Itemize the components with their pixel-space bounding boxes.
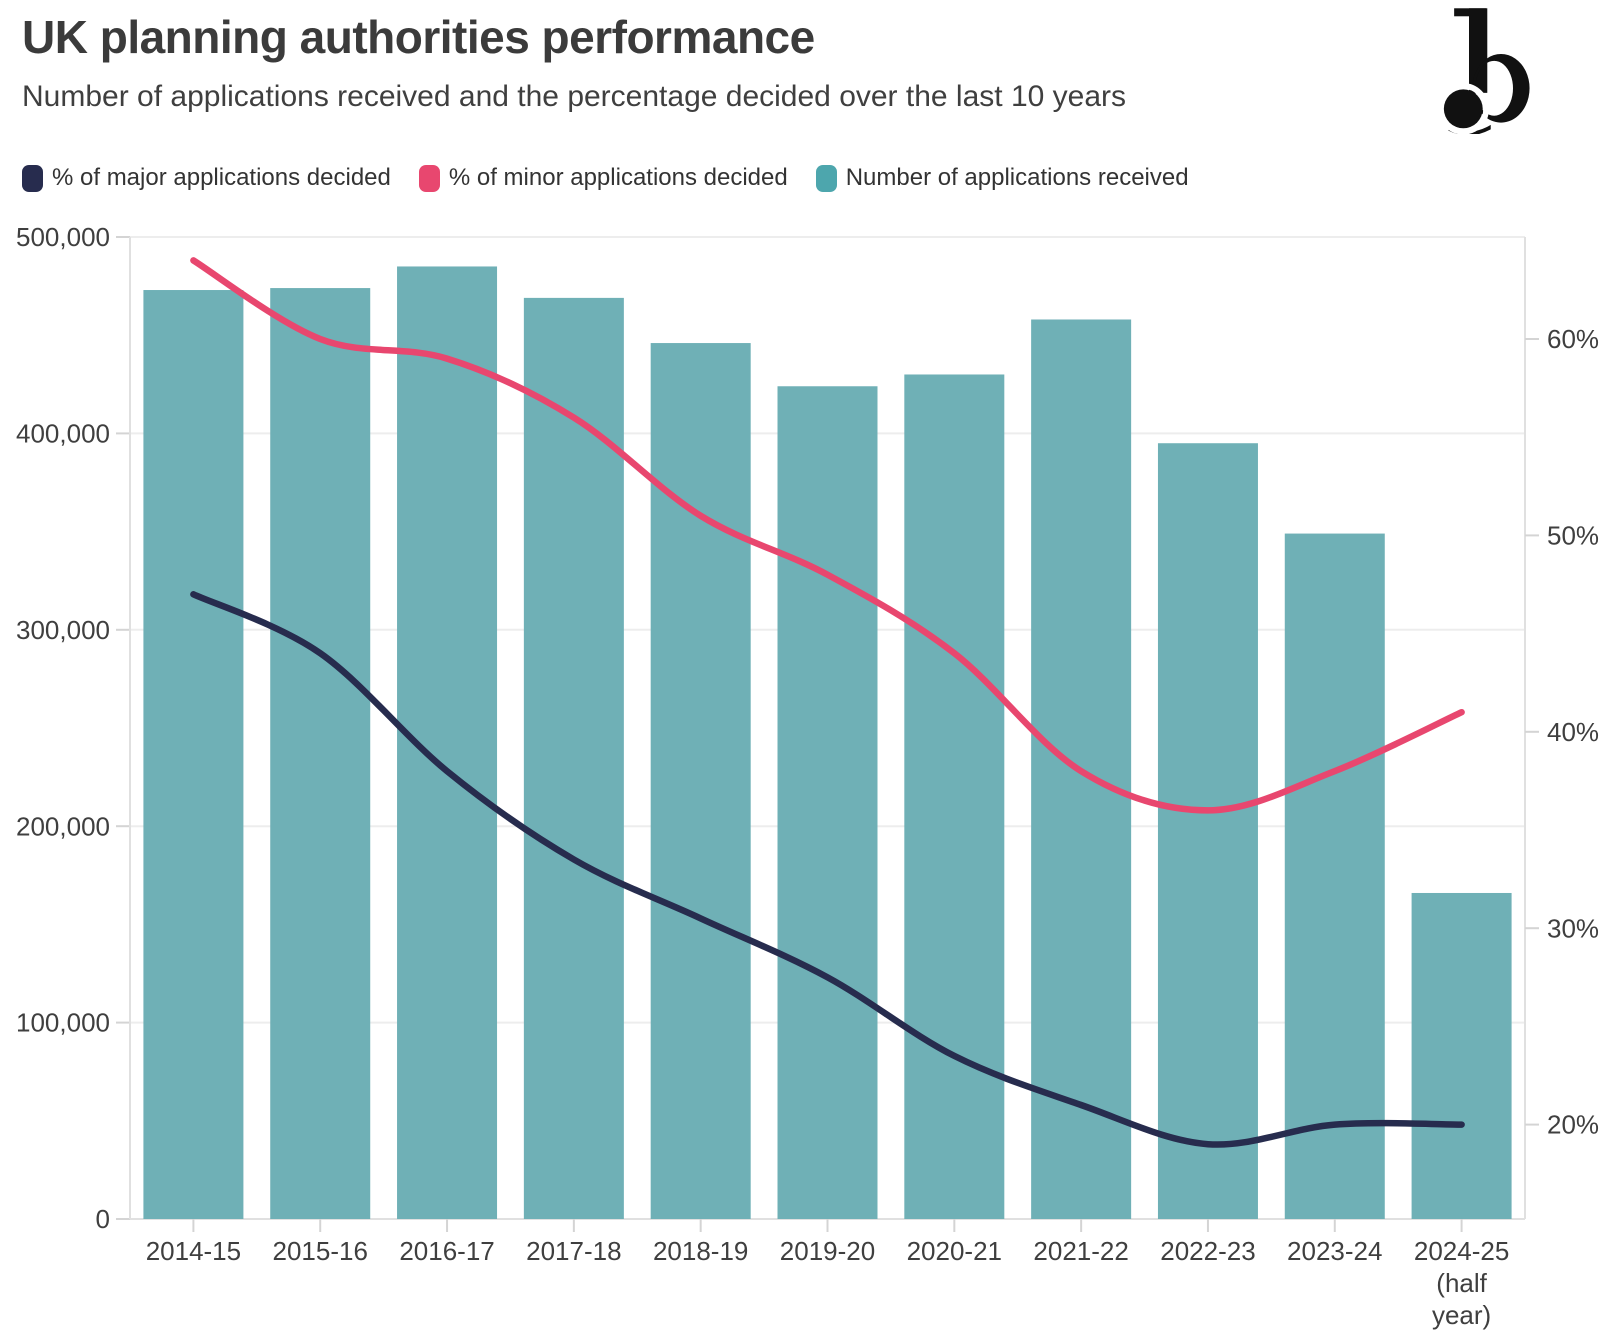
y-axis-left-label: 200,000 — [16, 811, 110, 841]
bar — [270, 288, 371, 1220]
legend-label-major: % of major applications decided — [52, 164, 391, 191]
bar — [1284, 533, 1385, 1219]
legend-item-minor: % of minor applications decided — [418, 164, 788, 192]
x-axis-label: 2015-16 — [273, 1236, 368, 1266]
y-axis-left-label: 400,000 — [16, 419, 110, 449]
bar — [1411, 892, 1512, 1219]
legend-label-received: Number of applications received — [845, 164, 1189, 191]
y-axis-left-label: 100,000 — [16, 1008, 110, 1038]
x-axis-label: 2021-22 — [1033, 1236, 1128, 1266]
bar — [523, 297, 624, 1219]
y-axis-left-label: 300,000 — [16, 615, 110, 645]
legend-item-received: Number of applications received — [815, 164, 1189, 192]
y-axis-right-label: 20% — [1547, 1110, 1599, 1140]
x-axis-label: 2019-20 — [780, 1236, 875, 1266]
page-subtitle: Number of applications received and the … — [22, 80, 1127, 113]
x-axis-label: 2018-19 — [653, 1236, 748, 1266]
x-axis-label: 2016-17 — [399, 1236, 494, 1266]
y-axis-right-label: 50% — [1547, 521, 1599, 551]
bar — [143, 290, 244, 1219]
line-major-applications — [190, 591, 1465, 1148]
bar — [650, 343, 751, 1219]
legend-swatch-major — [22, 164, 43, 192]
y-axis-left-label: 500,000 — [16, 222, 110, 252]
bar — [904, 374, 1005, 1220]
x-axis-label: 2020-21 — [907, 1236, 1002, 1266]
page-title: UK planning authorities performance — [22, 11, 815, 63]
y-axis-right-label: 40% — [1547, 717, 1599, 747]
line-minor-applications — [190, 257, 1465, 814]
bar — [1157, 443, 1258, 1220]
bar — [777, 386, 878, 1219]
x-axis-label: 2022-23 — [1160, 1236, 1255, 1266]
x-axis-label: 2014-15 — [146, 1236, 241, 1266]
legend-swatch-received — [815, 164, 837, 192]
legend-swatch-minor — [418, 164, 440, 192]
x-axis-label: 2024-25 (half year) — [1414, 1236, 1509, 1330]
y-axis-left-label: 0 — [96, 1204, 110, 1234]
chart-header: UK planning authorities performance Numb… — [22, 10, 1126, 114]
legend-item-major: % of major applications decided — [22, 164, 391, 192]
y-axis-right-label: 60% — [1547, 324, 1599, 354]
x-axis-label: 2017-18 — [526, 1236, 621, 1266]
y-axis-right-label: 30% — [1547, 913, 1599, 943]
x-axis-label: 2023-24 — [1287, 1236, 1382, 1266]
legend-label-minor: % of minor applications decided — [448, 164, 788, 191]
legend: % of major applications decided % of min… — [22, 164, 1189, 192]
publisher-b-logo-icon — [1437, 8, 1530, 134]
